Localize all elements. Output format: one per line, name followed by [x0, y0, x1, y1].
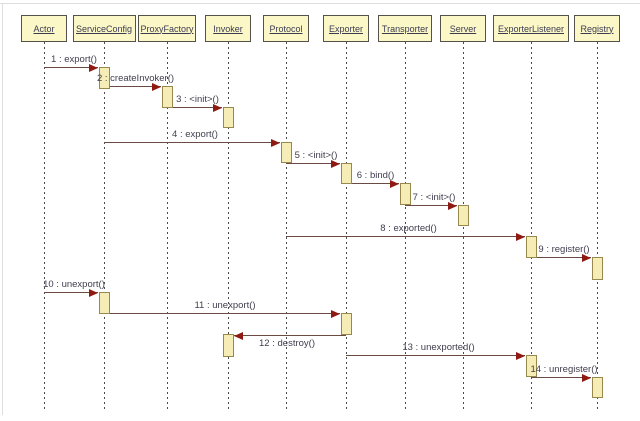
lifeline-transporter: [405, 42, 406, 411]
lifeline-label: Server: [449, 23, 477, 34]
lifeline-serviceconfig: [104, 42, 105, 411]
message-label-8: 8 : exported(): [380, 223, 437, 234]
message-label-12: 12 : destroy(): [259, 338, 315, 349]
message-label-9: 9 : register(): [538, 244, 590, 255]
lifeline-label: Registry: [580, 23, 614, 34]
message-line-1: [44, 67, 98, 68]
message-label-1: 1 : export(): [51, 54, 97, 65]
lifeline-proxyfactory: [167, 42, 168, 411]
message-label-14: 14 : unregister(): [530, 364, 598, 375]
message-line-11: [104, 313, 340, 314]
message-label-10: 10 : unexport(): [43, 279, 105, 290]
activation-bar-exporter-4: [340, 163, 352, 184]
lifeline-exporterlistener: [531, 42, 532, 411]
activation-bar-protocol-3: [280, 142, 292, 163]
lifeline-header-protocol: Protocol: [263, 15, 309, 42]
message-arrowhead-icon: [448, 201, 457, 210]
lifeline-label: Actor: [33, 23, 55, 34]
message-line-14: [531, 377, 591, 378]
lifeline-label: ServiceConfig: [75, 23, 133, 34]
message-label-13: 13 : unexported(): [402, 342, 475, 353]
activation-bar-invoker-11: [222, 334, 234, 357]
message-label-7: 7 : <init>(): [412, 192, 456, 203]
message-line-6: [346, 183, 399, 184]
message-arrowhead-icon: [582, 373, 591, 382]
lifeline-header-invoker: Invoker: [205, 15, 251, 42]
lifeline-invoker: [228, 42, 229, 411]
activation-bar-registry-13: [591, 377, 603, 398]
lifeline-header-server: Server: [440, 15, 486, 42]
lifeline-header-exporter: Exporter: [323, 15, 369, 42]
activation-bar-exporter-10: [340, 313, 352, 335]
message-line-4: [104, 142, 280, 143]
activation-bar-transporter-5: [399, 183, 411, 205]
lifeline-header-transporter: Transporter: [378, 15, 432, 42]
lifeline-protocol: [286, 42, 287, 411]
lifeline-header-proxyfactory: ProxyFactory: [138, 15, 196, 42]
message-arrowhead-icon: [271, 138, 280, 147]
message-arrowhead-icon: [516, 232, 525, 241]
lifeline-actor: [44, 42, 45, 411]
lifeline-label: Exporter: [328, 23, 363, 34]
lifeline-label: ExporterListener: [497, 23, 565, 34]
lifeline-header-actor: Actor: [21, 15, 67, 42]
message-line-2: [104, 86, 161, 87]
message-line-12: [234, 335, 346, 336]
activation-bar-invoker-2: [222, 107, 234, 128]
message-line-5: [286, 163, 340, 164]
message-arrowhead-icon: [331, 159, 340, 168]
image-top-edge: [0, 3, 640, 4]
message-line-10: [44, 292, 98, 293]
lifeline-server: [463, 42, 464, 411]
message-label-5: 5 : <init>(): [294, 150, 338, 161]
activation-bar-server-6: [457, 205, 469, 226]
lifeline-label: Protocol: [269, 23, 303, 34]
message-line-9: [531, 257, 591, 258]
message-line-8: [286, 236, 525, 237]
lifeline-registry: [597, 42, 598, 411]
lifeline-label: ProxyFactory: [140, 23, 194, 34]
message-arrowhead-icon: [331, 309, 340, 318]
lifeline-label: Transporter: [381, 23, 429, 34]
activation-bar-exporterlistener-7: [525, 236, 537, 258]
image-left-edge: [2, 3, 3, 415]
message-arrowhead-icon: [582, 253, 591, 262]
message-arrowhead-icon: [234, 331, 243, 340]
activation-bar-exporterlistener-12: [525, 355, 537, 377]
message-label-3: 3 : <init>(): [176, 94, 219, 105]
message-arrowhead-icon: [390, 179, 399, 188]
message-arrowhead-icon: [89, 63, 98, 72]
lifeline-header-registry: Registry: [574, 15, 620, 42]
message-label-4: 4 : export(): [172, 129, 218, 140]
lifeline-header-serviceconfig: ServiceConfig: [72, 15, 136, 42]
message-line-7: [405, 205, 457, 206]
activation-bar-proxyfactory-1: [161, 86, 173, 108]
message-label-2: 2 : createInvoker(): [96, 73, 175, 84]
message-line-13: [346, 355, 525, 356]
lifeline-label: Invoker: [213, 23, 243, 34]
message-label-11: 11 : unexport(): [194, 300, 256, 311]
lifeline-header-exporterlistener: ExporterListener: [493, 15, 569, 42]
message-label-6: 6 : bind(): [356, 170, 395, 181]
message-arrowhead-icon: [152, 82, 161, 91]
lifeline-exporter: [346, 42, 347, 411]
activation-bar-serviceconfig-9: [98, 292, 110, 314]
message-arrowhead-icon: [89, 288, 98, 297]
message-line-3: [167, 107, 222, 108]
message-arrowhead-icon: [516, 351, 525, 360]
message-arrowhead-icon: [213, 103, 222, 112]
activation-bar-serviceconfig-0: [98, 67, 110, 89]
activation-bar-registry-8: [591, 257, 603, 280]
